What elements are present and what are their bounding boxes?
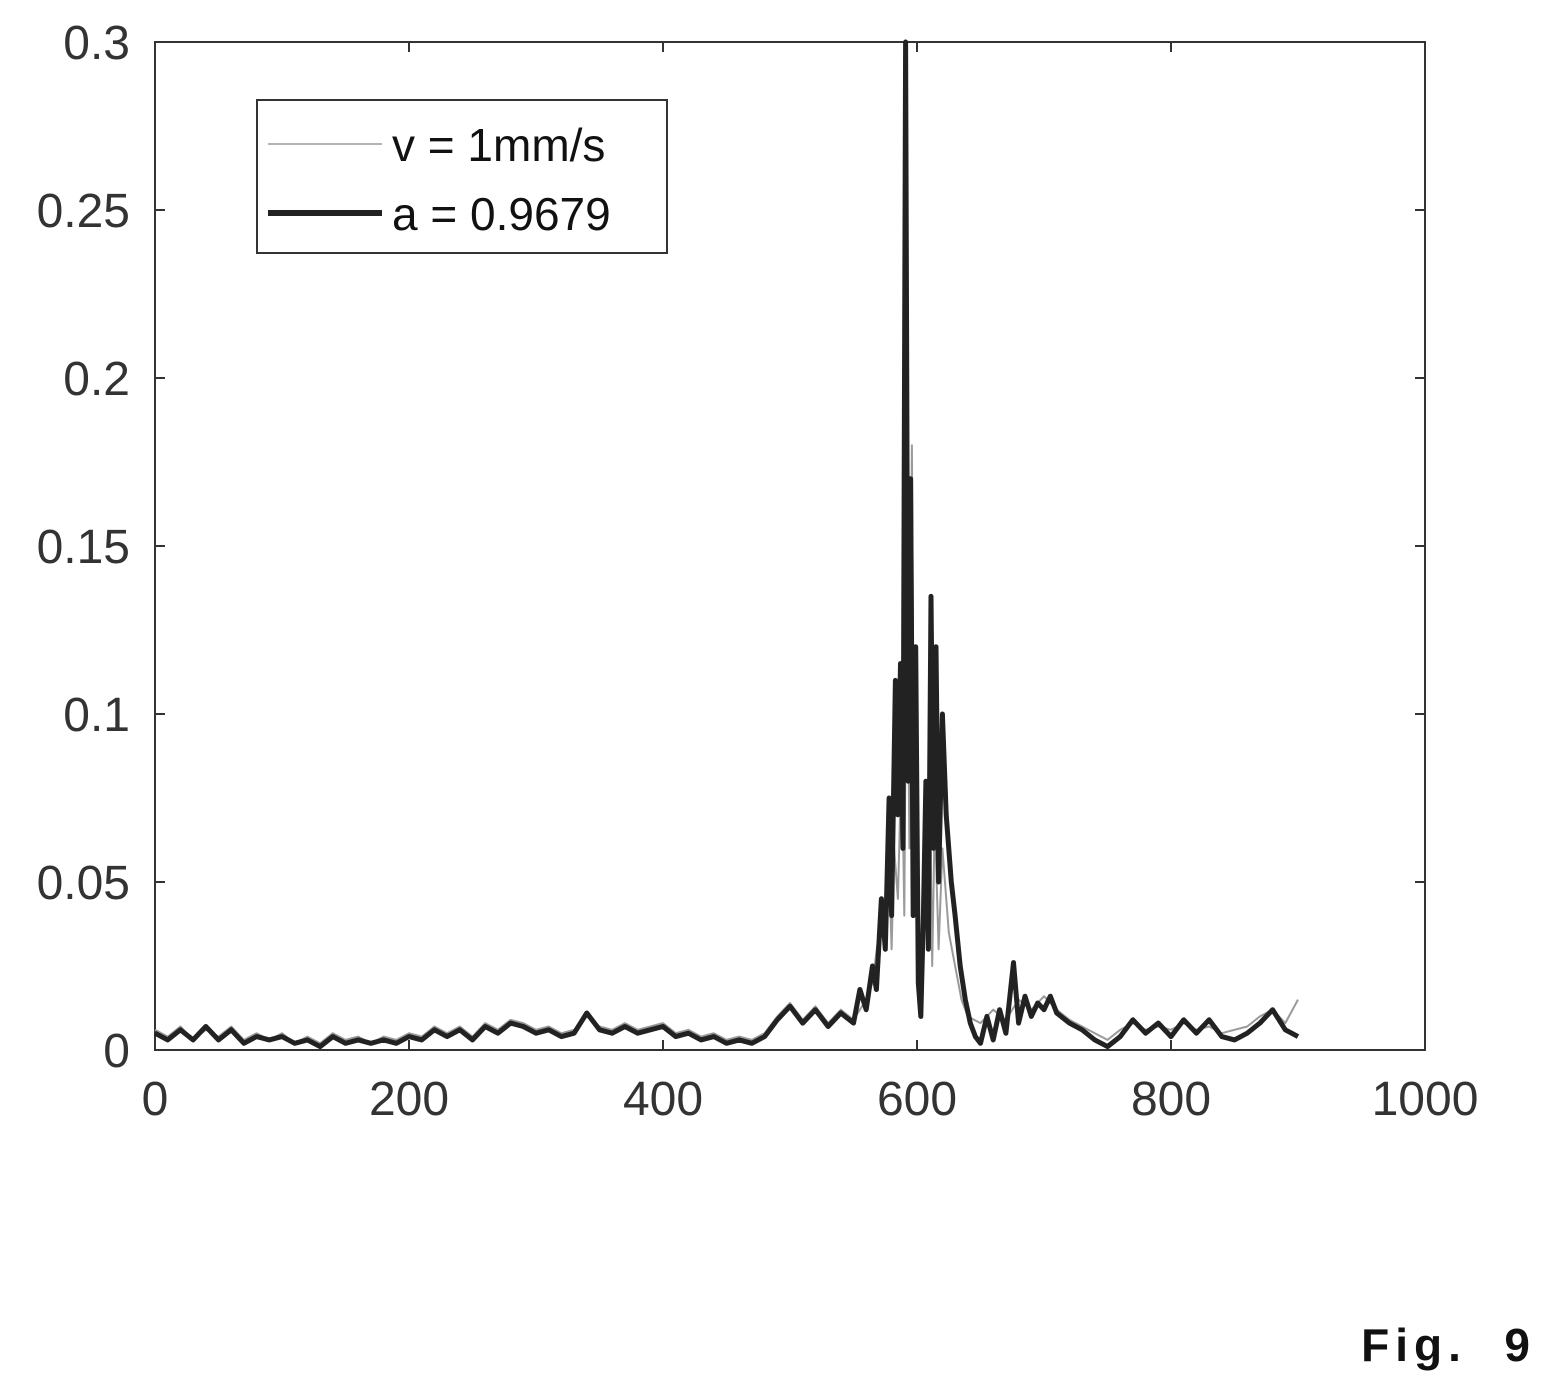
y-tick-label: 0.25 (37, 185, 130, 238)
x-axis: 0 200 400 600 800 1000 (142, 42, 1479, 1126)
figure-label: Fig. 9 (1361, 1319, 1536, 1371)
x-tick-label: 0 (142, 1073, 169, 1126)
y-tick-label: 0 (103, 1025, 130, 1078)
x-tick-label: 600 (877, 1073, 957, 1126)
x-tick-label: 200 (369, 1073, 449, 1126)
y-tick-label: 0.1 (63, 689, 130, 742)
legend: v = 1mm/s a = 0.9679 (256, 99, 668, 254)
y-tick-label: 0.15 (37, 521, 130, 574)
series-layer (153, 39, 1300, 1050)
x-tick-label: 400 (623, 1073, 703, 1126)
x-tick-label: 800 (1131, 1073, 1211, 1126)
legend-label-series-2: a = 0.9679 (392, 188, 611, 240)
series-line-1 (154, 444, 1299, 1045)
y-axis: 0 0.05 0.1 0.15 0.2 0.25 0.3 (37, 17, 1425, 1078)
x-tick-label: 1000 (1372, 1073, 1479, 1126)
y-tick-label: 0.05 (37, 857, 130, 910)
series-line-2 (153, 39, 1300, 1050)
y-tick-label: 0.3 (63, 17, 130, 70)
y-tick-label: 0.2 (63, 353, 130, 406)
legend-label-series-1: v = 1mm/s (392, 119, 605, 171)
legend-box (256, 99, 668, 254)
